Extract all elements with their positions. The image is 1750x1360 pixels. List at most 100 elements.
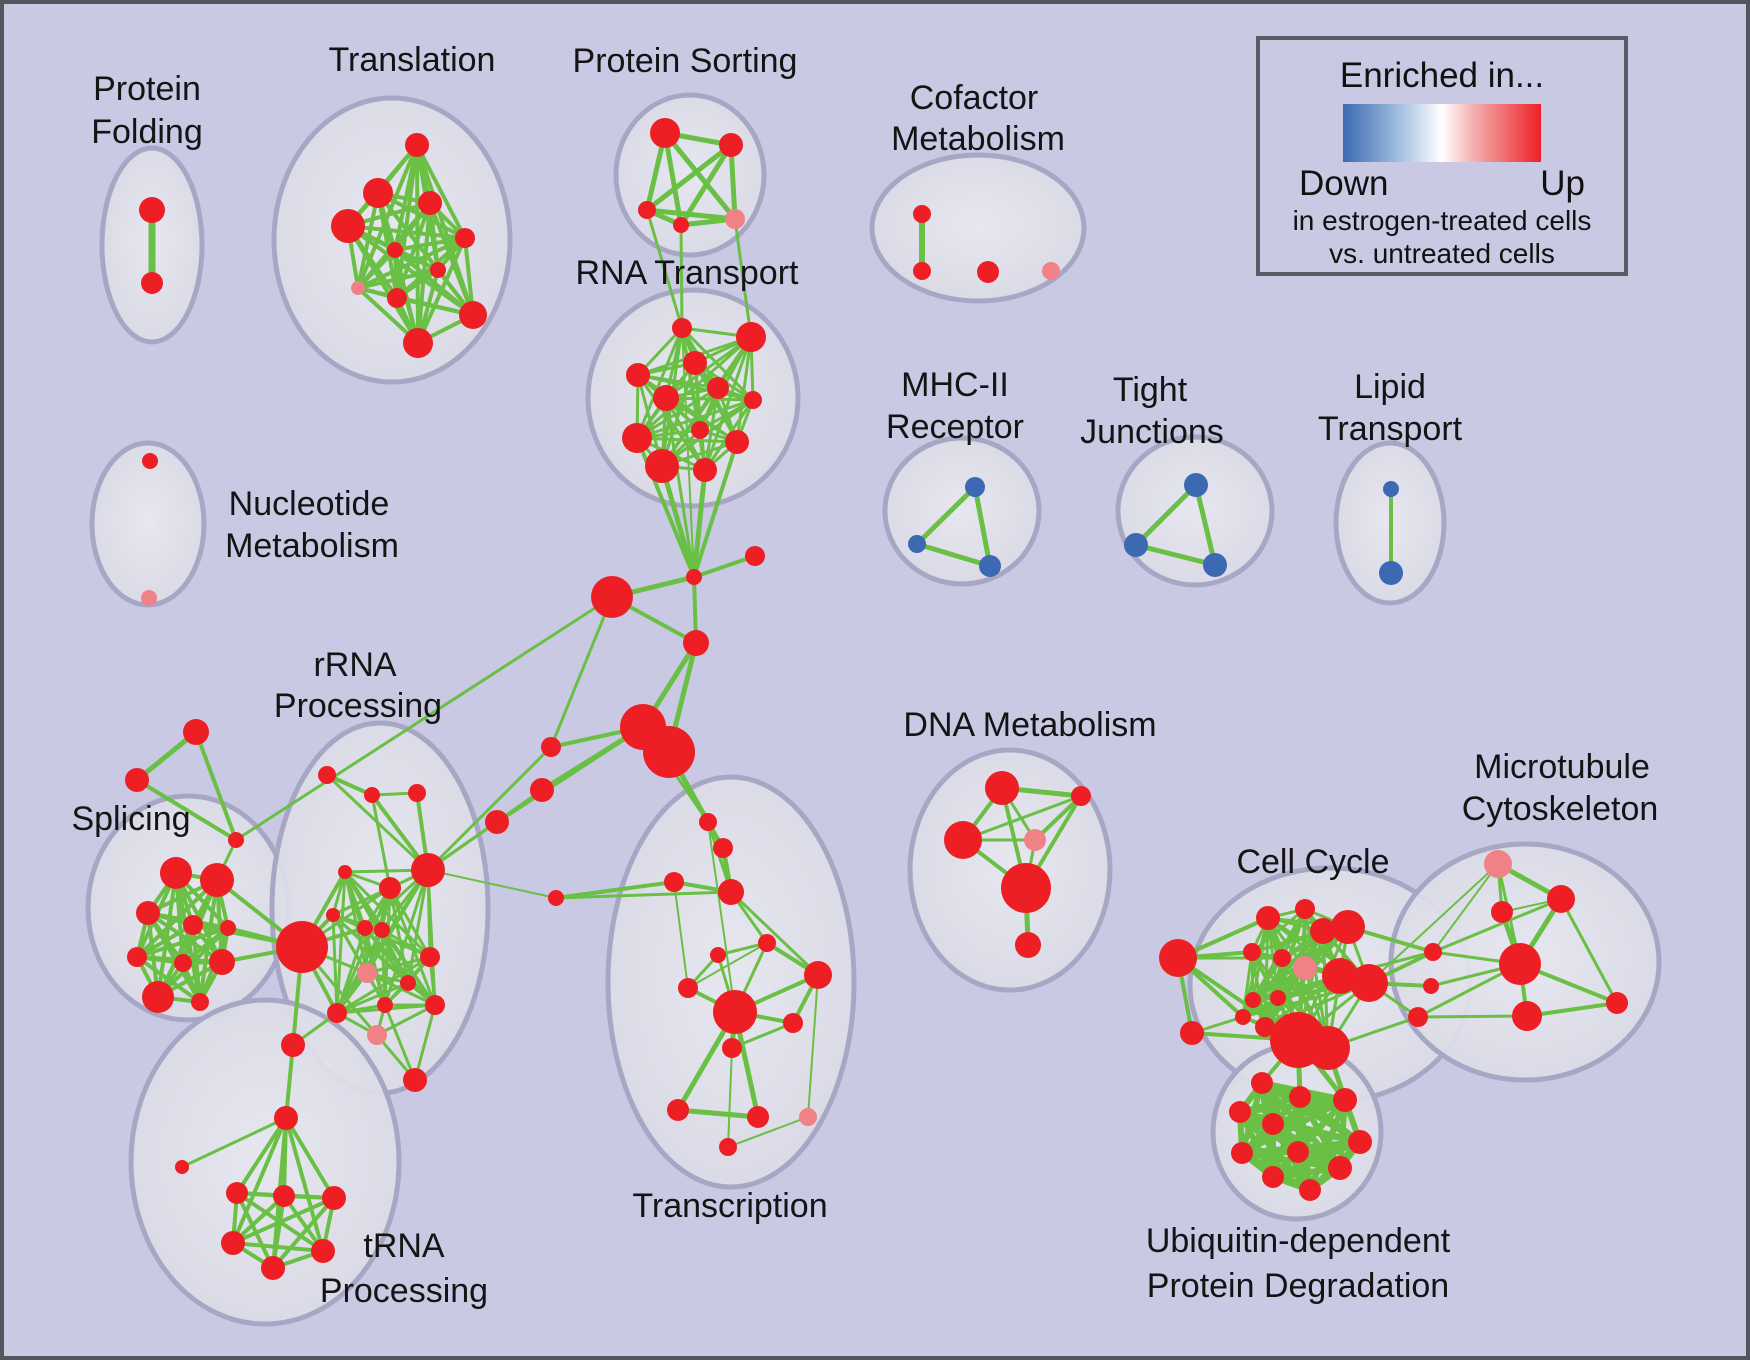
node-ps3	[638, 201, 656, 219]
node-tt9	[747, 1106, 769, 1128]
cluster-label-ubiquitin-degradation-0: Ubiquitin-dependent	[1146, 1222, 1451, 1260]
edge-tt2-tt3	[687, 942, 768, 989]
node-mh3	[979, 555, 1001, 577]
cluster-label-splicing-0: Splicing	[71, 800, 190, 838]
node-cb1	[1424, 943, 1442, 961]
node-ub8	[1287, 1141, 1309, 1163]
node-tt10	[799, 1108, 817, 1126]
legend-subtitle-line1: in estrogen-treated cells	[1292, 205, 1592, 236]
node-mh1	[965, 477, 985, 497]
edge-tt6-tt7	[730, 1021, 795, 1050]
edge-rr6-rr12	[383, 868, 430, 1007]
edge-tj1-tj2	[1133, 482, 1199, 548]
edge-tn0-tn4	[231, 1116, 288, 1245]
node-mt2	[1547, 885, 1575, 913]
edge-rr14-rr16	[335, 955, 432, 1015]
edge-rr10-rr14	[365, 955, 432, 975]
cluster-label-microtubule-cytoskeleton-1: Cytoskeleton	[1462, 790, 1659, 828]
edge-r1-r6	[680, 326, 755, 402]
edge-s5-s6	[135, 926, 230, 959]
node-cb2	[1423, 978, 1439, 994]
node-s8	[209, 949, 235, 975]
node-sL3	[485, 810, 509, 834]
node-r11	[645, 449, 679, 483]
edge-r1-c1	[681, 327, 695, 578]
cluster-label-rna-transport-0: RNA Transport	[576, 254, 800, 292]
cluster-label-mhc-ii-receptor-0: MHC-II	[901, 366, 1009, 404]
edge-t3-t11	[346, 224, 420, 345]
cluster-label-nucleotide-metabolism-0: Nucleotide	[229, 485, 390, 523]
edge-ps3-ps5	[644, 207, 738, 222]
node-rr14	[420, 947, 440, 967]
edge-rr8-rr12	[363, 926, 387, 1007]
cluster-ellipse-tight-junctions	[1115, 434, 1275, 588]
edge-tt7-tt11	[727, 1047, 733, 1148]
node-rr10	[357, 963, 377, 983]
edge-r2-r7	[664, 335, 753, 400]
cluster-label-ubiquitin-degradation-1: Protein Degradation	[1147, 1267, 1449, 1305]
cluster-label-protein-folding-1: Folding	[91, 113, 203, 151]
node-cc14	[1255, 1017, 1275, 1037]
node-cc2	[1256, 906, 1280, 930]
node-cc5	[1331, 910, 1365, 944]
node-rr8	[357, 920, 373, 936]
node-ps1	[650, 118, 680, 148]
edge-rr17-tn0	[284, 1043, 295, 1120]
edge-rr13-rr15	[375, 1003, 437, 1037]
edge-ps2-ps5	[728, 142, 738, 222]
node-d3	[944, 821, 982, 859]
edge-tnS-tn0	[180, 1116, 288, 1169]
edge-ps4-r1	[679, 223, 684, 330]
legend-down-label: Down	[1299, 164, 1389, 203]
node-tn6	[311, 1239, 335, 1263]
node-ub5	[1262, 1113, 1284, 1135]
edge-r5-r8	[635, 386, 720, 440]
node-tt11	[719, 1138, 737, 1156]
node-spa	[183, 719, 209, 745]
node-cc12	[1270, 990, 1286, 1006]
node-cc7	[1273, 949, 1291, 967]
edge-ub5-ub6	[1270, 1121, 1363, 1145]
node-tc4	[718, 879, 744, 905]
edge-ub3-ub4	[1237, 1097, 1348, 1115]
node-mt6	[1606, 992, 1628, 1014]
node-s10	[191, 993, 209, 1011]
cluster-label-trna-processing-1: Processing	[320, 1272, 488, 1310]
cluster-label-translation-0: Translation	[329, 41, 496, 79]
edge-hub-rr18	[300, 945, 417, 1082]
edge-tc1-tt5	[707, 821, 736, 1013]
node-rr11	[400, 975, 416, 991]
node-s9	[142, 981, 174, 1013]
edge-r4-r6	[636, 373, 755, 402]
node-h2	[643, 726, 695, 778]
edge-tn1-tn5	[235, 1191, 275, 1270]
node-tt2	[758, 934, 776, 952]
node-r4	[626, 363, 650, 387]
edge-tj1-tj3	[1193, 482, 1218, 568]
edge-cb1-mt2	[1431, 897, 1563, 954]
node-tj3	[1203, 553, 1227, 577]
edge-tt8-tt9	[675, 1107, 761, 1120]
edge-mt5-mt6	[1525, 1001, 1619, 1018]
node-ps5	[725, 209, 745, 229]
edge-rr18-rr12	[383, 1003, 417, 1082]
node-tcL	[548, 890, 564, 906]
node-d4	[1024, 829, 1046, 851]
node-cc1	[1159, 939, 1197, 977]
node-nm1	[142, 453, 158, 469]
edge-cc3-cc6	[1250, 907, 1307, 954]
legend-title: Enriched in...	[1339, 56, 1545, 95]
node-d1	[985, 771, 1019, 805]
node-t8	[351, 281, 365, 295]
node-cc17	[1306, 1026, 1350, 1070]
node-tt3	[678, 978, 698, 998]
cluster-label-trna-processing-0: tRNA	[363, 1227, 445, 1265]
edge-sL1-c3	[549, 595, 614, 749]
edge-tcL-tc4	[554, 890, 733, 900]
edge-r2-r12	[703, 335, 753, 472]
node-r5	[707, 377, 729, 399]
edge-tt10-tt11	[727, 1116, 809, 1148]
node-sL2	[530, 778, 554, 802]
edge-spa-spc	[194, 730, 238, 842]
node-t1	[405, 133, 429, 157]
